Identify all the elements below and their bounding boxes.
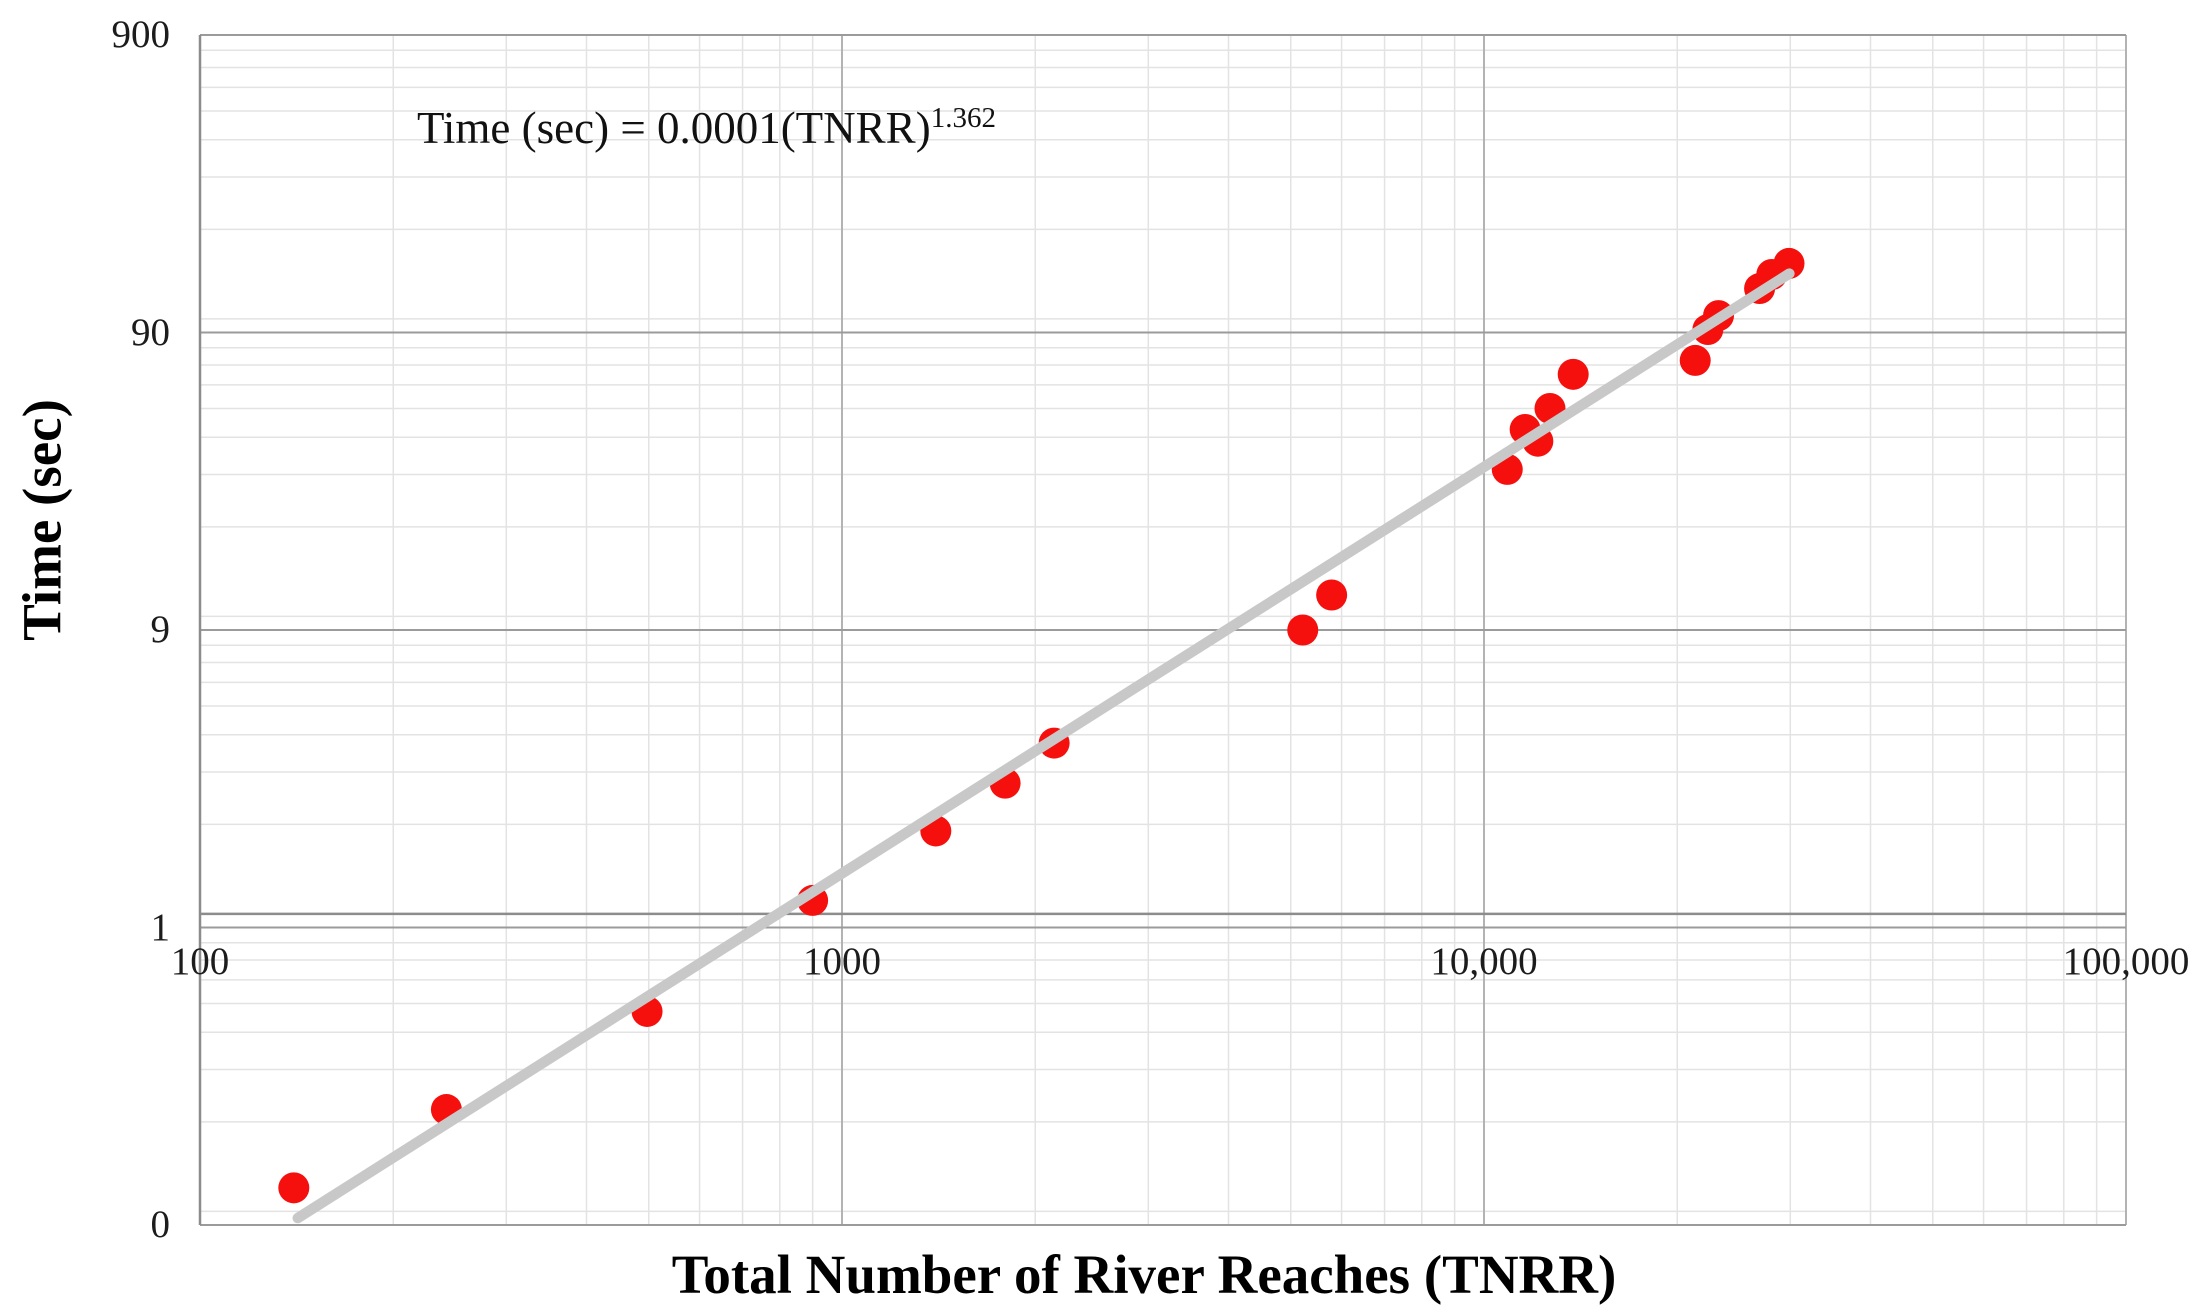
y-tick-label: 1 — [150, 905, 171, 949]
data-point — [1679, 344, 1711, 376]
equation-exponent: 1.362 — [930, 102, 996, 134]
data-point — [1287, 614, 1319, 646]
y-tick-label: 90 — [131, 310, 170, 354]
x-tick-label: 100,000 — [2062, 940, 2190, 983]
trendline-equation: Time (sec) = 0.0001(TNRR)1.362 — [417, 102, 996, 154]
x-tick-label: 10,000 — [1430, 940, 1538, 983]
y-tick-label: 900 — [111, 13, 171, 56]
data-point — [1316, 579, 1348, 611]
x-tick-label: 100 — [170, 940, 230, 983]
y-axis-title: Time (sec) — [11, 399, 73, 641]
data-point — [1773, 247, 1805, 279]
trend-line — [292, 268, 1795, 1224]
x-axis-title-text: Total Number of River Reaches (TNRR) — [671, 1244, 1617, 1305]
y-tick-label: 9 — [150, 608, 171, 651]
data-point — [278, 1172, 310, 1204]
x-axis-title: Total Number of River Reaches (TNRR) — [0, 1243, 2204, 1306]
data-point — [1557, 358, 1589, 390]
x-tick-label: 1000 — [803, 940, 881, 983]
equation-text: Time (sec) = 0.0001(TNRR) — [417, 103, 931, 153]
y-tick-label: 0 — [150, 1203, 171, 1246]
